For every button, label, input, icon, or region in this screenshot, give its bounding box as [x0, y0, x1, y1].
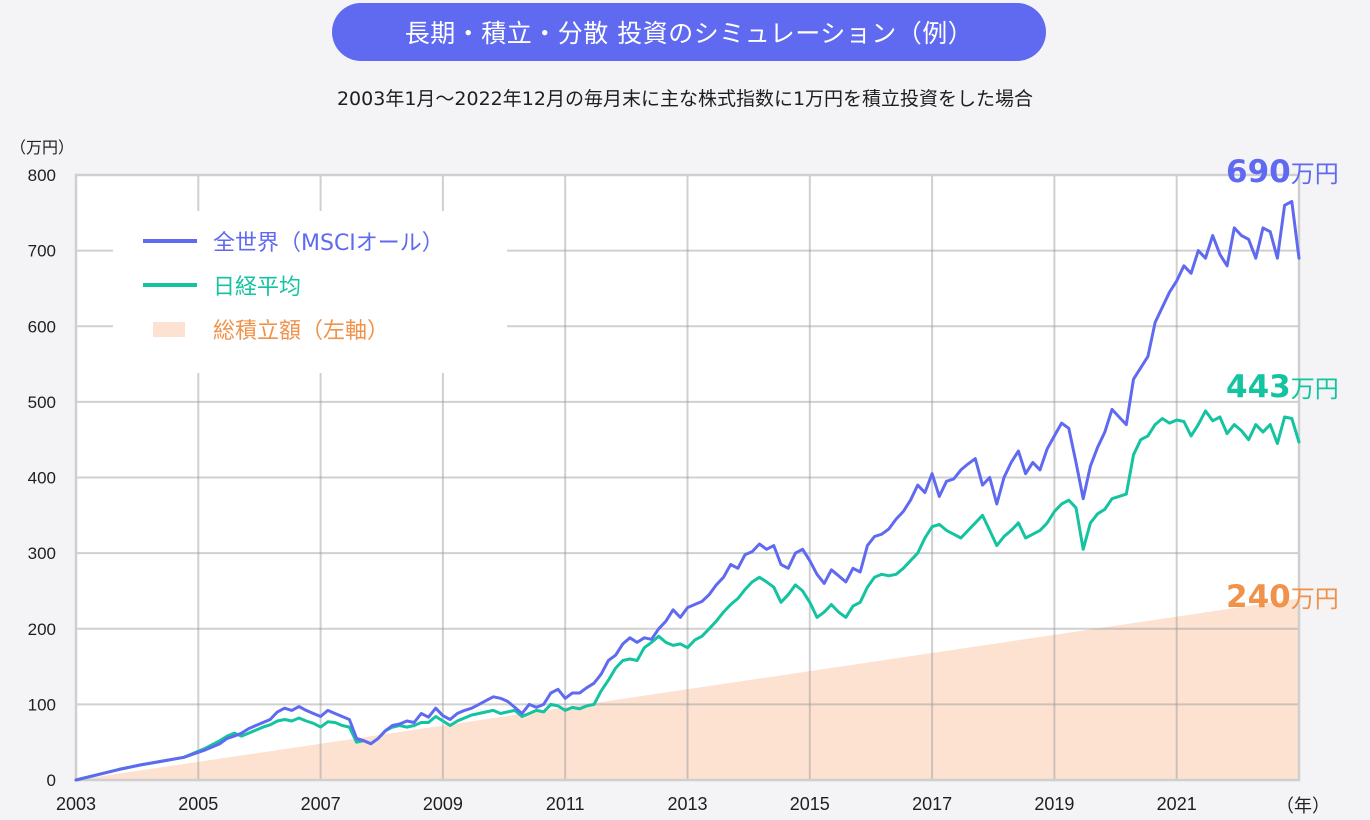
- end-label-nikkei: 443万円: [1226, 372, 1339, 403]
- svg-text:2005: 2005: [178, 794, 218, 814]
- end-value: 443: [1226, 369, 1291, 405]
- svg-text:2009: 2009: [423, 794, 463, 814]
- svg-text:2021: 2021: [1157, 794, 1197, 814]
- legend-label: 総積立額（左軸）: [213, 319, 390, 344]
- legend-label: 全世界（MSCIオール）: [213, 231, 444, 256]
- legend-line-icon: [143, 239, 197, 243]
- svg-text:100: 100: [28, 695, 56, 714]
- svg-text:800: 800: [28, 166, 56, 185]
- end-unit: 万円: [1290, 585, 1339, 613]
- svg-text:2015: 2015: [790, 794, 830, 814]
- svg-text:2007: 2007: [301, 794, 341, 814]
- svg-text:2019: 2019: [1034, 794, 1074, 814]
- svg-text:500: 500: [28, 393, 56, 412]
- svg-text:2011: 2011: [546, 794, 585, 814]
- legend-line-icon: [143, 283, 197, 287]
- end-label-msci: 690万円: [1226, 157, 1339, 188]
- legend-item-nikkei: 日経平均: [143, 269, 301, 301]
- svg-text:300: 300: [28, 544, 56, 563]
- end-value: 240: [1226, 579, 1291, 615]
- axis-ticks: 0 100 200 300 400 500 600 700 800 2003 2005 2007 200…: [28, 166, 1197, 814]
- end-unit: 万円: [1290, 375, 1339, 403]
- end-label-total: 240万円: [1226, 582, 1339, 613]
- svg-text:2003: 2003: [56, 794, 96, 814]
- svg-text:700: 700: [28, 242, 56, 261]
- legend-swatch-icon: [153, 321, 185, 337]
- chart-subtitle: 2003年1月〜2022年12月の毎月末に主な株式指数に1万円を積立投資をした場…: [336, 88, 1034, 110]
- legend-item-msci: 全世界（MSCIオール）: [143, 225, 444, 257]
- svg-text:2013: 2013: [667, 794, 707, 814]
- y-axis-unit: （万円）: [10, 138, 75, 157]
- svg-text:2017: 2017: [912, 794, 952, 814]
- end-unit: 万円: [1290, 160, 1339, 188]
- svg-text:600: 600: [28, 317, 56, 336]
- svg-text:0: 0: [47, 771, 56, 790]
- legend: 全世界（MSCIオール） 日経平均 総積立額（左軸）: [113, 211, 507, 373]
- grid-lines: [74, 173, 1301, 782]
- svg-text:400: 400: [28, 469, 56, 488]
- legend-label: 日経平均: [213, 275, 302, 300]
- series-lines: [74, 200, 1301, 782]
- chart-title: 長期・積立・分散 投資のシミュレーション（例）: [332, 3, 1046, 61]
- legend-item-total: 総積立額（左軸）: [143, 313, 389, 345]
- end-value: 690: [1226, 154, 1291, 190]
- x-axis-unit: （年）: [1276, 796, 1330, 817]
- svg-text:200: 200: [28, 620, 56, 639]
